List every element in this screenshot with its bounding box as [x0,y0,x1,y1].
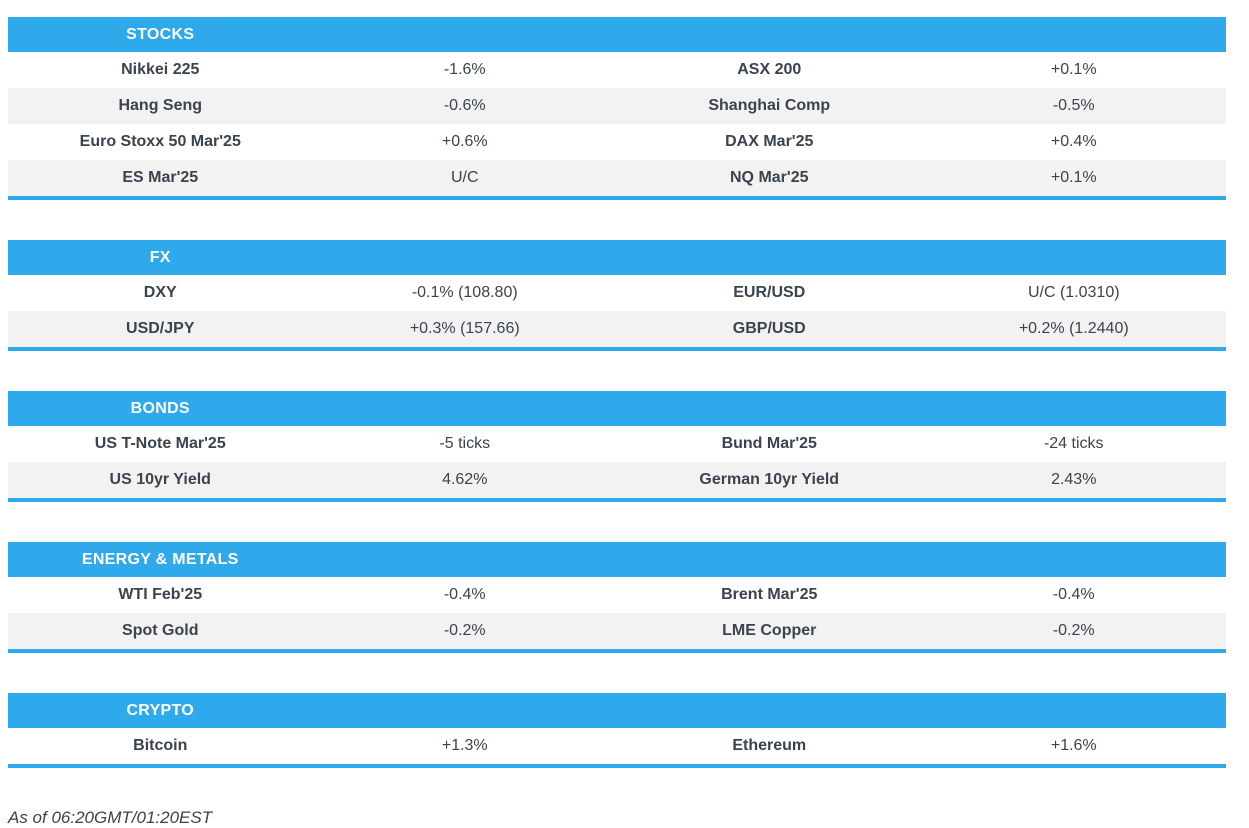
section-title: ENERGY & METALS [81,550,239,568]
instrument-name: Euro Stoxx 50 Mar'25 [79,133,241,150]
instrument-name: Hang Seng [118,97,203,114]
instrument-value: -0.2% [1052,622,1095,639]
section-header-spacer [313,17,618,52]
section-header-row: STOCKS [8,17,1226,52]
section-header-spacer [922,17,1227,52]
market-section-bonds: BONDS US T-Note Mar'25 -5 ticks Bund Mar… [8,391,1226,502]
section-header-spacer [922,542,1227,577]
section-header-spacer [617,542,922,577]
instrument-name: US T-Note Mar'25 [94,435,226,452]
instrument-value: +0.4% [1050,133,1097,150]
table-row: Euro Stoxx 50 Mar'25 +0.6% DAX Mar'25 +0… [8,124,1226,160]
instrument-value: -1.6% [443,61,486,78]
section-header-spacer [313,542,618,577]
instrument-name: DAX Mar'25 [725,133,814,150]
instrument-name: Bund Mar'25 [721,435,817,452]
section-header-spacer [313,693,618,728]
market-section-crypto: CRYPTO Bitcoin +1.3% Ethereum +1.6% [8,693,1226,768]
instrument-name: Ethereum [732,737,807,754]
instrument-name: EUR/USD [733,284,806,301]
section-header-row: ENERGY & METALS [8,542,1226,577]
section-title: STOCKS [126,25,195,43]
market-table: CRYPTO Bitcoin +1.3% Ethereum +1.6% [8,693,1226,764]
instrument-value: -0.6% [443,97,486,114]
instrument-value: +0.6% [441,133,488,150]
instrument-value: 4.62% [442,471,488,488]
market-table: STOCKS Nikkei 225 -1.6% ASX 200 +0.1% Ha… [8,17,1226,196]
section-header-spacer [617,17,922,52]
market-section-energy-metals: ENERGY & METALS WTI Feb'25 -0.4% Brent M… [8,542,1226,653]
instrument-value: U/C [450,169,479,186]
section-header-row: FX [8,240,1226,275]
instrument-name: LME Copper [722,622,817,639]
instrument-value: +1.3% [441,737,488,754]
instrument-value: +0.3% (157.66) [409,320,520,337]
market-section-stocks: STOCKS Nikkei 225 -1.6% ASX 200 +0.1% Ha… [8,17,1226,200]
table-row: US T-Note Mar'25 -5 ticks Bund Mar'25 -2… [8,426,1226,462]
section-header-spacer [617,693,922,728]
instrument-name: NQ Mar'25 [730,169,809,186]
instrument-name: US 10yr Yield [109,471,211,488]
section-header-spacer [617,240,922,275]
table-row: WTI Feb'25 -0.4% Brent Mar'25 -0.4% [8,577,1226,613]
instrument-name: ES Mar'25 [122,169,199,186]
instrument-name: USD/JPY [126,320,195,337]
section-header-spacer [617,391,922,426]
instrument-value: -0.1% (108.80) [411,284,518,301]
section-header-row: BONDS [8,391,1226,426]
instrument-name: German 10yr Yield [699,471,840,488]
table-row: DXY -0.1% (108.80) EUR/USD U/C (1.0310) [8,275,1226,311]
instrument-name: WTI Feb'25 [118,586,203,603]
table-row: Nikkei 225 -1.6% ASX 200 +0.1% [8,52,1226,88]
section-header-row: CRYPTO [8,693,1226,728]
market-sections: STOCKS Nikkei 225 -1.6% ASX 200 +0.1% Ha… [8,17,1226,768]
instrument-value: +1.6% [1050,737,1097,754]
table-row: Spot Gold -0.2% LME Copper -0.2% [8,613,1226,649]
instrument-name: DXY [143,284,177,301]
instrument-value: -0.2% [443,622,486,639]
section-title: FX [149,248,171,266]
market-table: ENERGY & METALS WTI Feb'25 -0.4% Brent M… [8,542,1226,649]
instrument-value: -0.4% [1052,586,1095,603]
table-row: US 10yr Yield 4.62% German 10yr Yield 2.… [8,462,1226,498]
section-title: BONDS [130,399,190,417]
section-header-spacer [922,391,1227,426]
instrument-name: Nikkei 225 [121,61,200,78]
market-section-fx: FX DXY -0.1% (108.80) EUR/USD U/C (1.031… [8,240,1226,351]
market-table: FX DXY -0.1% (108.80) EUR/USD U/C (1.031… [8,240,1226,347]
instrument-value: U/C (1.0310) [1027,284,1120,301]
instrument-name: GBP/USD [732,320,806,337]
section-header-spacer [313,391,618,426]
instrument-value: -5 ticks [439,435,491,452]
table-row: USD/JPY +0.3% (157.66) GBP/USD +0.2% (1.… [8,311,1226,347]
section-header-spacer [313,240,618,275]
instrument-value: 2.43% [1051,471,1097,488]
instrument-name: Spot Gold [122,622,199,639]
section-title: CRYPTO [126,701,195,719]
table-row: Bitcoin +1.3% Ethereum +1.6% [8,728,1226,764]
section-header-spacer [922,693,1227,728]
market-table: BONDS US T-Note Mar'25 -5 ticks Bund Mar… [8,391,1226,498]
section-header-spacer [922,240,1227,275]
table-row: Hang Seng -0.6% Shanghai Comp -0.5% [8,88,1226,124]
instrument-name: Bitcoin [133,737,188,754]
instrument-name: Brent Mar'25 [721,586,818,603]
instrument-value: +0.1% [1050,169,1097,186]
instrument-name: Shanghai Comp [708,97,831,114]
instrument-value: -24 ticks [1043,435,1104,452]
timestamp-note: As of 06:20GMT/01:20EST [8,808,213,827]
instrument-value: -0.4% [443,586,486,603]
table-row: ES Mar'25 U/C NQ Mar'25 +0.1% [8,160,1226,196]
instrument-value: -0.5% [1052,97,1095,114]
instrument-value: +0.1% [1050,61,1097,78]
instrument-value: +0.2% (1.2440) [1018,320,1129,337]
instrument-name: ASX 200 [737,61,802,78]
